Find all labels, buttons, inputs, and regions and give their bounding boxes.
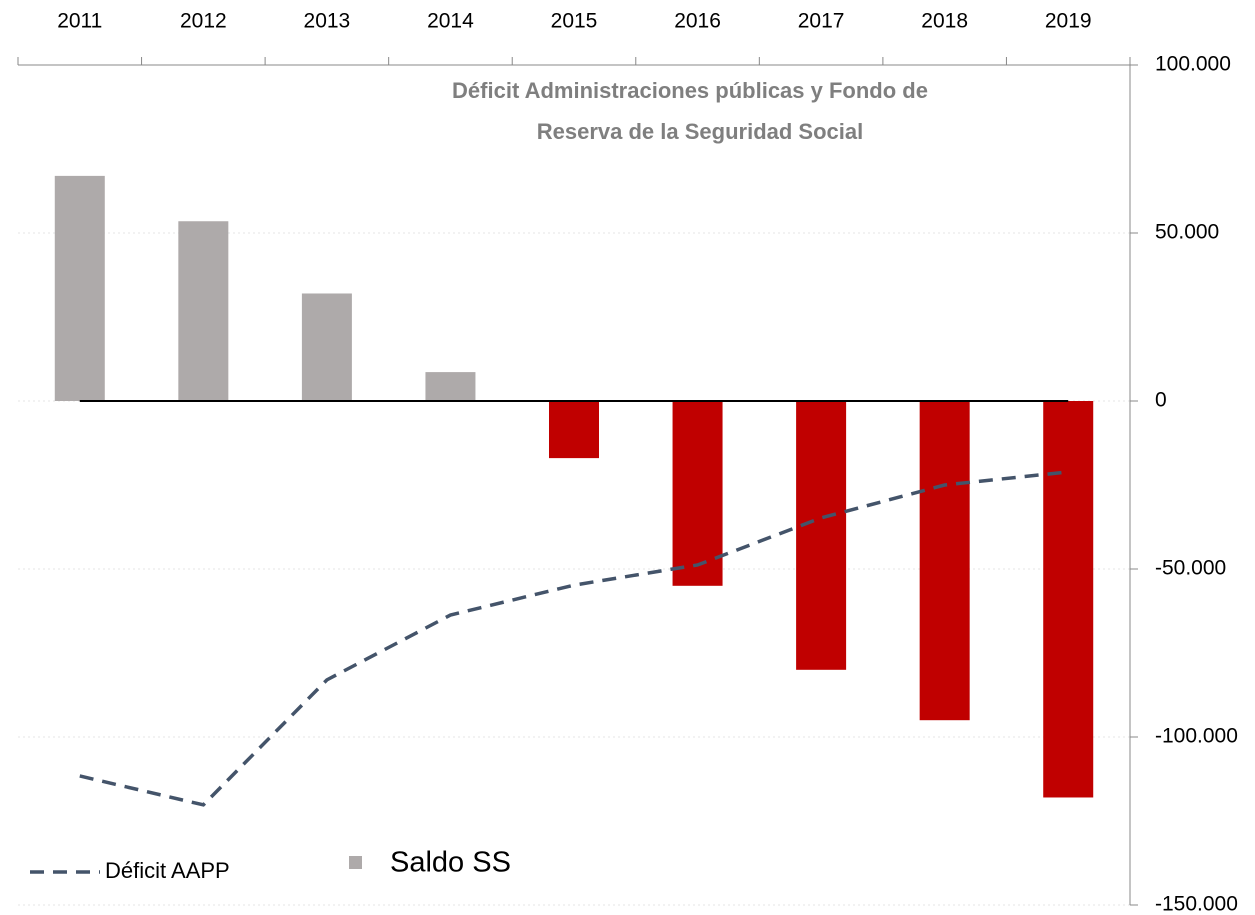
chart-title: Déficit Administraciones públicas y Fond…: [452, 78, 928, 103]
bar: [672, 401, 723, 586]
x-tick-label: 2017: [798, 10, 845, 33]
bar: [54, 175, 105, 401]
legend-label: Saldo SS: [390, 847, 511, 879]
y-tick-label: 100.000: [1155, 53, 1231, 76]
x-tick-label: 2015: [551, 10, 598, 33]
y-tick-label: -50.000: [1155, 557, 1226, 580]
bar: [178, 221, 229, 401]
y-tick-label: 0: [1155, 389, 1167, 412]
bar: [1043, 401, 1094, 798]
x-tick-label: 2013: [304, 10, 351, 33]
x-tick-label: 2012: [180, 10, 227, 33]
x-tick-label: 2018: [921, 10, 968, 33]
x-tick-label: 2016: [674, 10, 721, 33]
bar: [301, 293, 352, 401]
legend-swatch: [349, 856, 362, 869]
x-tick-label: 2019: [1045, 10, 1092, 33]
x-tick-label: 2014: [427, 10, 474, 33]
y-tick-label: -150.000: [1155, 893, 1238, 915]
bar: [796, 401, 847, 670]
x-tick-label: 2011: [57, 10, 102, 33]
line: [79, 470, 1069, 807]
y-tick-label: -100.000: [1155, 725, 1238, 748]
bar: [919, 401, 970, 721]
chart-title: Reserva de la Seguridad Social: [537, 119, 863, 144]
y-tick-label: 50.000: [1155, 221, 1219, 244]
legend-label: Déficit AAPP: [105, 858, 230, 883]
bar: [549, 401, 599, 459]
bar: [425, 372, 476, 401]
